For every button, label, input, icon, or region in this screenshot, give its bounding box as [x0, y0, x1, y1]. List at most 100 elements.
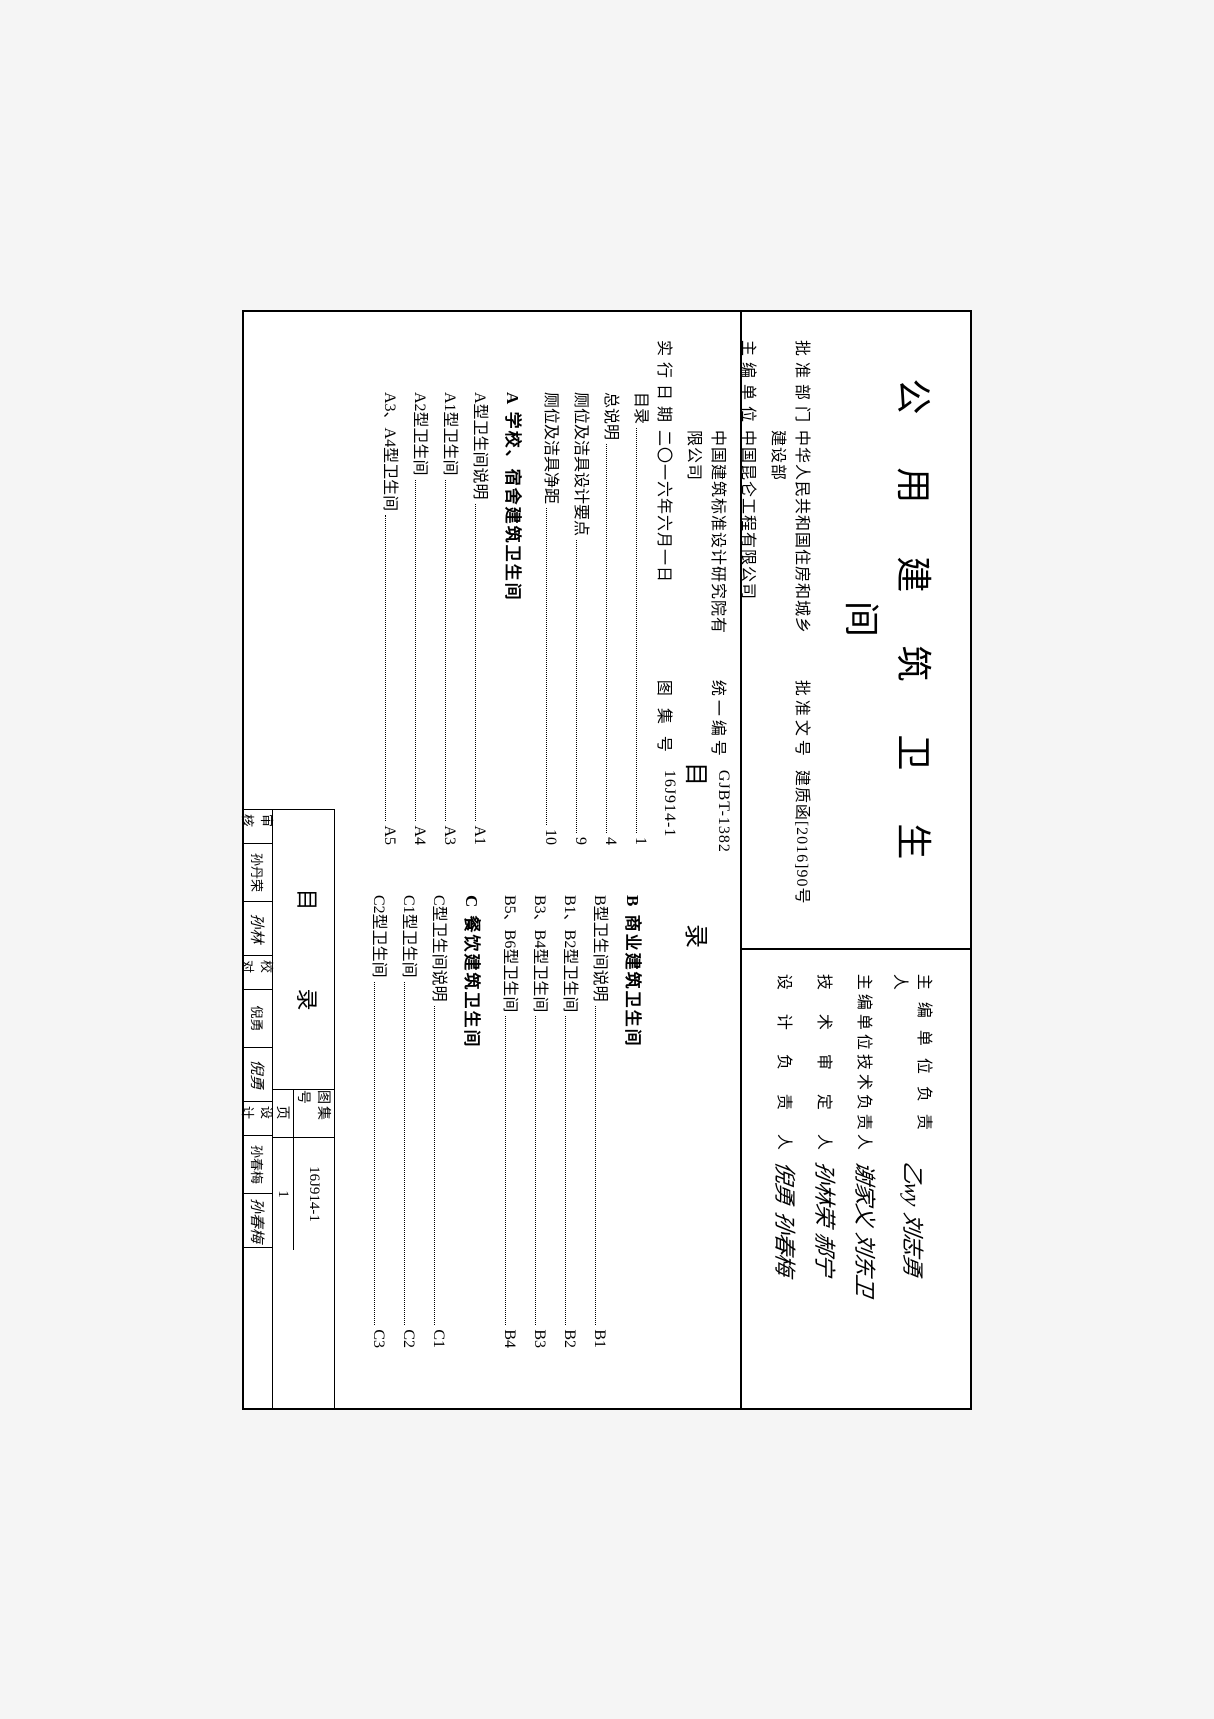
- sign-row: 主编单位技术负责人 谢家义 刘东卫: [850, 973, 882, 1387]
- info-label: 批准部门: [768, 340, 816, 430]
- header-left: 公 用 建 筑 卫 生 间 批准部门 中华人民共和国住房和城乡建设部 批准文号 …: [742, 312, 970, 950]
- sign-row: 主 编 单 位 负 责 人 乙wy 刘志勇: [890, 973, 938, 1387]
- toc-page: A5: [380, 825, 398, 845]
- toc-page: A3: [440, 825, 458, 845]
- content-block: 目 录 目录 1 总说明 4 厕位及洁具设计要点9厕位及洁具净距 10 A 学校、宿舍建筑卫…: [244, 312, 740, 1408]
- toc-label: C1型卫生间: [399, 895, 423, 978]
- toc-label: A2型卫生间: [410, 392, 434, 476]
- toc-dots: [434, 1005, 435, 1325]
- sign-label: 主编单位技术负责人: [854, 973, 878, 1153]
- toc-dots: [535, 1016, 536, 1325]
- toc-row: B5、B6型卫生间 B4: [500, 895, 524, 1348]
- footer-cell-signature: 孙林: [244, 902, 272, 956]
- toc-row: 厕位及洁具设计要点9: [571, 392, 595, 845]
- toc-page: B3: [530, 1329, 548, 1348]
- footer-code-block: 图集号 16J914-1 页 1: [273, 1090, 334, 1250]
- signature: 乙wy: [898, 1159, 930, 1207]
- toc-page: C2: [399, 1329, 417, 1348]
- toc-page: A4: [410, 825, 428, 845]
- toc-columns: 目录 1 总说明 4 厕位及洁具设计要点9厕位及洁具净距 10 A 学校、宿舍建筑卫生间 A型…: [363, 392, 661, 1348]
- signature: 孙林荣: [810, 1159, 842, 1227]
- toc-page: B1: [590, 1329, 608, 1348]
- toc-row: 目录 1: [631, 392, 655, 845]
- sign-label: 设 计 负 责 人: [774, 973, 798, 1153]
- toc-page: 9: [571, 837, 589, 845]
- toc-label: B3、B4型卫生间: [530, 895, 554, 1012]
- toc-row: A3、A4型卫生间 A5: [380, 392, 404, 845]
- signature: 刘志勇: [898, 1211, 930, 1279]
- footer-page-val: 1: [273, 1138, 293, 1250]
- footer-cell-name: 孙春梅: [244, 1136, 272, 1194]
- toc-heading: B 商业建筑卫生间: [622, 895, 647, 1348]
- toc-row: B3、B4型卫生间 B3: [530, 895, 554, 1348]
- toc-page: 10: [541, 829, 559, 845]
- toc-label: C2型卫生间: [369, 895, 393, 978]
- toc-dots: [404, 981, 405, 1325]
- sign-row: 设 计 负 责 人 倪勇 孙春梅: [770, 973, 802, 1387]
- info-row-editor-org: 主编单位 中国昆仑工程有限公司: [738, 340, 762, 920]
- footer-title: 目 录: [273, 810, 334, 1090]
- signature: 郝宁: [810, 1230, 842, 1277]
- signature: 倪勇: [770, 1159, 802, 1206]
- toc-page: C3: [369, 1329, 387, 1348]
- footer-atlas-val: 16J914-1: [294, 1138, 334, 1250]
- toc-dots: [595, 1005, 596, 1325]
- toc-dots: [636, 428, 637, 833]
- toc-label: A型卫生间说明: [470, 392, 494, 500]
- toc-row: A型卫生间说明 A1: [470, 392, 494, 845]
- toc-page: 4: [601, 837, 619, 845]
- header-block: 公 用 建 筑 卫 生 间 批准部门 中华人民共和国住房和城乡建设部 批准文号 …: [740, 312, 970, 1408]
- toc-row: A2型卫生间 A4: [410, 392, 434, 845]
- toc-heading: A 学校、宿舍建筑卫生间: [502, 392, 527, 845]
- toc-row: 厕位及洁具净距 10: [541, 392, 565, 845]
- toc-heading: C 餐饮建筑卫生间: [461, 895, 486, 1348]
- toc-dots: [565, 1016, 566, 1325]
- footer-cell-empty: [244, 1248, 272, 1408]
- toc-row: B1、B2型卫生间 B2: [560, 895, 584, 1348]
- info-val: 中国昆仑工程有限公司: [738, 430, 762, 920]
- toc-row: A1型卫生间A3: [440, 392, 464, 845]
- toc-dots: [606, 444, 607, 833]
- toc-page: B2: [560, 1329, 578, 1348]
- toc-dots: [576, 540, 577, 833]
- toc-label: B5、B6型卫生间: [500, 895, 524, 1012]
- footer-cell-label: 设计: [244, 1102, 272, 1136]
- info-val: 中华人民共和国住房和城乡建设部: [768, 430, 816, 650]
- toc-dots: [475, 503, 476, 821]
- main-title: 公 用 建 筑 卫 生 间: [838, 340, 942, 920]
- toc-row: C型卫生间说明 C1: [429, 895, 453, 1348]
- toc-title: 目 录: [681, 392, 716, 1348]
- sign-row: 技 术 审 定 人 孙林荣 郝宁: [810, 973, 842, 1387]
- toc-row: C1型卫生间 C2: [399, 895, 423, 1348]
- footer-top: 目 录 图集号 16J914-1 页 1: [272, 810, 334, 1408]
- toc-page: C1: [429, 1329, 447, 1348]
- footer-atlas-label: 图集号: [294, 1090, 334, 1138]
- signature: 孙春梅: [770, 1209, 802, 1277]
- info-row-approve-dept: 批准部门 中华人民共和国住房和城乡建设部 批准文号 建质函[2016]90号: [768, 340, 816, 920]
- footer-cell-label: 校对: [244, 956, 272, 990]
- toc-column-right: B 商业建筑卫生间B型卫生间说明B1B1、B2型卫生间B2B3、B4型卫生间B3…: [363, 895, 661, 1348]
- toc-label: 目录: [631, 392, 655, 424]
- info-val: 建质函[2016]90号: [768, 769, 816, 919]
- toc-label: C型卫生间说明: [429, 895, 453, 1002]
- toc-page: A1: [470, 825, 488, 845]
- info-label: 主编单位: [738, 340, 762, 430]
- footer-cell-signature: 孙春梅: [244, 1194, 272, 1248]
- toc-column-left: 目录 1 总说明 4 厕位及洁具设计要点9厕位及洁具净距 10 A 学校、宿舍建筑卫生间 A型…: [363, 392, 661, 845]
- signature: 刘东卫: [850, 1230, 882, 1298]
- footer-cell-signature: 倪勇: [244, 1048, 272, 1102]
- sign-label: 主 编 单 位 负 责 人: [890, 973, 938, 1153]
- toc-page: B4: [500, 1329, 518, 1348]
- toc-label: A3、A4型卫生间: [380, 392, 404, 511]
- footer-cell-label: 审核: [244, 810, 272, 844]
- toc-page: 1: [631, 837, 649, 845]
- footer-cell-name: 倪勇: [244, 990, 272, 1048]
- signature: 谢家义: [850, 1159, 882, 1227]
- toc-label: 总说明: [601, 392, 625, 440]
- toc-row: 总说明 4: [601, 392, 625, 845]
- toc-label: 厕位及洁具净距: [541, 392, 565, 504]
- toc-label: B1、B2型卫生间: [560, 895, 584, 1012]
- toc-dots: [374, 981, 375, 1325]
- info-label: 批准文号: [768, 679, 816, 769]
- header-right-signatures: 主 编 单 位 负 责 人 乙wy 刘志勇 主编单位技术负责人 谢家义 刘东卫 …: [742, 949, 970, 1407]
